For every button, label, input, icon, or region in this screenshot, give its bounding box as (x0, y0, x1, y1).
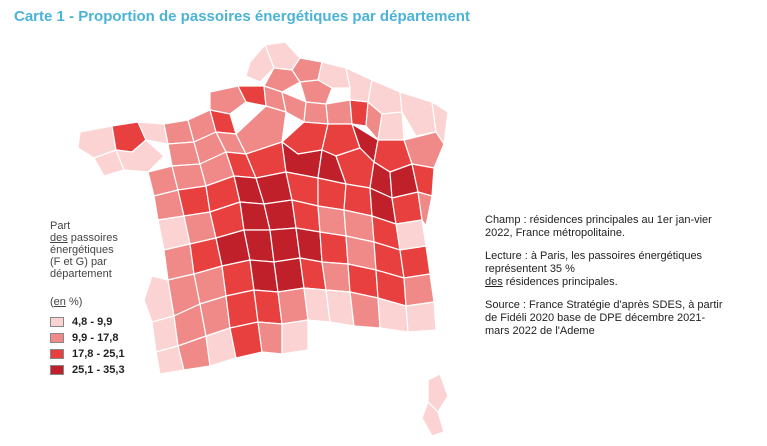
legend-swatch (50, 333, 64, 343)
department-shape (421, 401, 445, 437)
legend: Part des passoires énergétiques (F et G)… (50, 220, 160, 378)
department-shape (349, 99, 369, 127)
department-shape (345, 67, 373, 103)
department-shape (245, 44, 275, 83)
department-shape (299, 79, 333, 105)
department-shape (115, 139, 165, 173)
department-shape (263, 199, 297, 231)
department-shape (391, 191, 423, 225)
department-shape (295, 227, 323, 263)
legend-title: Part des passoires énergétiques (F et G)… (50, 220, 118, 280)
note-champ: Champ : résidences principales au 1er ja… (485, 214, 712, 239)
legend-unit: (en %) (50, 296, 83, 308)
legend-swatch (50, 349, 64, 359)
department-shape (405, 301, 437, 333)
department-shape (225, 289, 259, 329)
department-shape (349, 291, 381, 329)
legend-swatch (50, 317, 64, 327)
department-shape (325, 99, 353, 125)
department-shape (281, 319, 309, 355)
map-title: Carte 1 - Proportion de passoires énergé… (14, 8, 470, 25)
legend-item-class-4: 25,1 - 35,3 (50, 362, 160, 378)
department-shape (317, 61, 351, 89)
department-shape (277, 287, 309, 325)
department-shape (269, 227, 301, 263)
department-shape (395, 219, 427, 251)
department-shape (263, 67, 301, 93)
department-shape (399, 245, 431, 279)
note-source: Source : France Stratégie d'après SDES, … (485, 299, 723, 337)
legend-item-class-1: 4,8 - 9,9 (50, 314, 160, 330)
department-shape (273, 257, 305, 293)
department-shape (403, 131, 445, 169)
department-shape (235, 105, 287, 155)
department-shape (177, 185, 211, 217)
department-shape (317, 205, 347, 237)
department-shape (319, 231, 349, 265)
france-department-map (77, 41, 449, 437)
department-shape (317, 177, 347, 211)
department-shape (417, 191, 433, 227)
department-shape (399, 91, 437, 137)
legend-item-class-3: 17,8 - 25,1 (50, 346, 160, 362)
department-shape (257, 321, 283, 355)
legend-swatch (50, 365, 64, 375)
department-shape (229, 321, 263, 359)
department-shape (303, 101, 329, 125)
department-shape (321, 261, 351, 293)
notes: Champ : résidences principales au 1er ja… (485, 214, 725, 348)
department-shape (427, 373, 449, 413)
department-shape (209, 85, 247, 115)
department-shape (377, 111, 405, 141)
department-shape (403, 273, 435, 307)
note-lecture: Lecture : à Paris, les passoires énergét… (485, 250, 703, 288)
legend-item-class-2: 9,9 - 17,8 (50, 330, 160, 346)
